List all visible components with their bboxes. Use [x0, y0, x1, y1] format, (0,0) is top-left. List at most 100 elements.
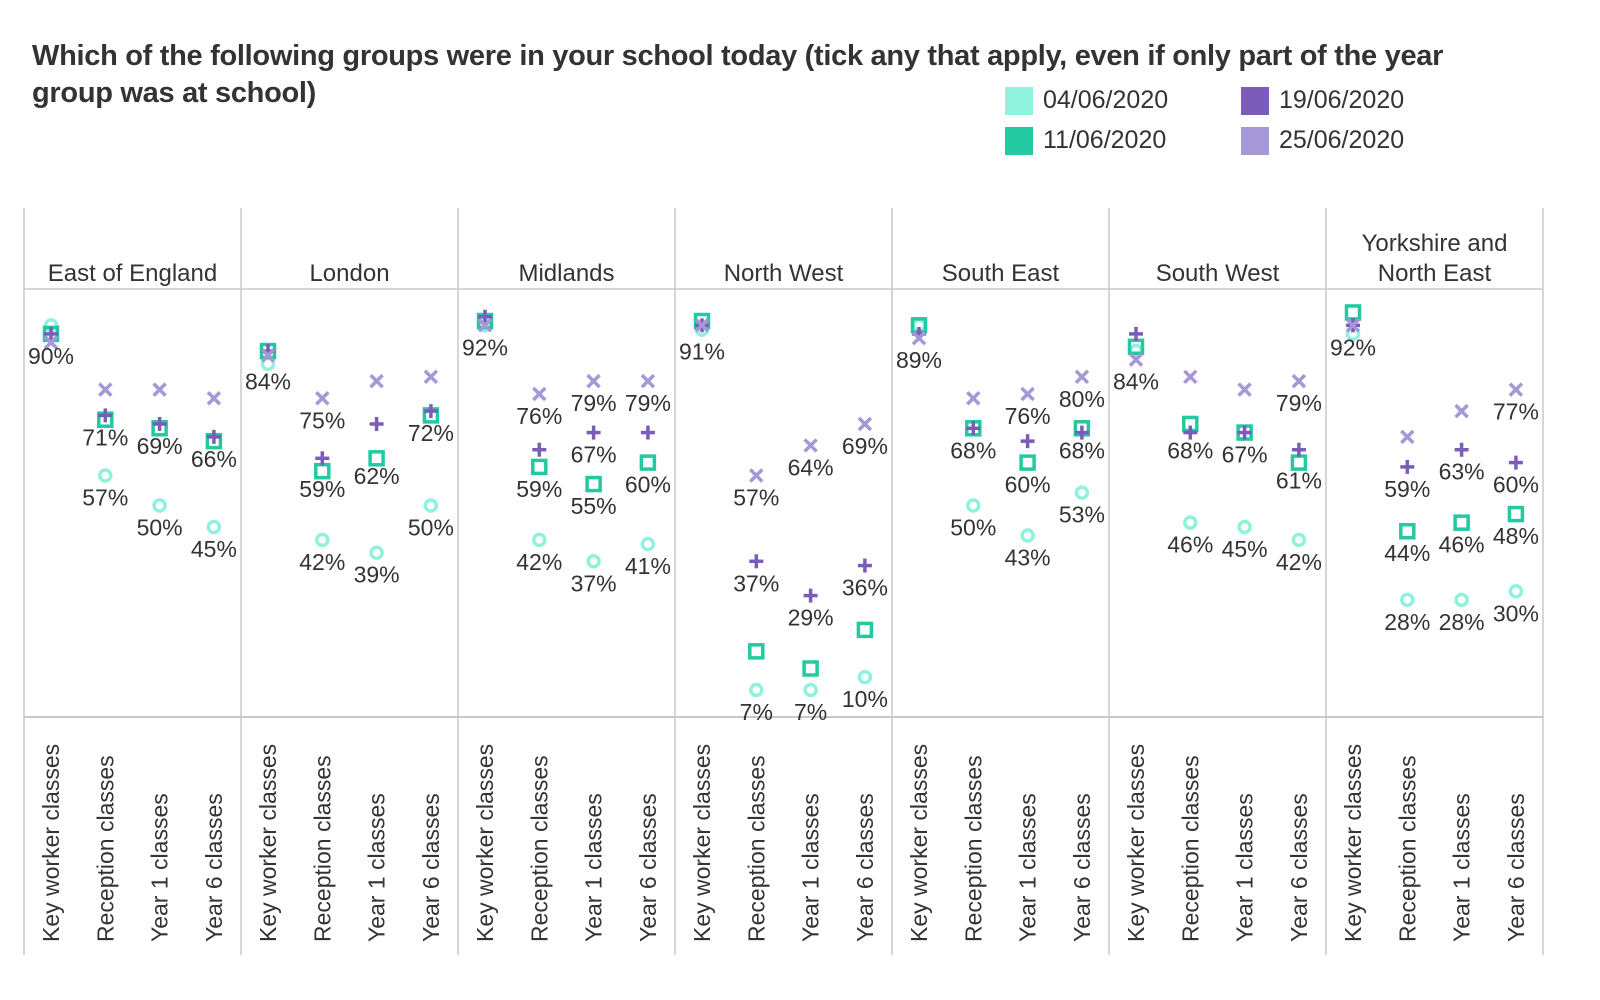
category-label: Year 6 classes [1069, 793, 1095, 942]
legend-label: 04/06/2020 [1043, 86, 1169, 114]
category-label: Year 6 classes [1503, 793, 1529, 942]
marker-cross-b [369, 373, 384, 389]
data-label: 84% [1113, 369, 1159, 395]
data-label: 37% [733, 570, 779, 596]
legend-item-25-06[interactable]: 25/06/2020 [1241, 126, 1404, 155]
marker-square [1453, 514, 1470, 531]
data-label: 84% [245, 369, 291, 395]
category-label: Key worker classes [1123, 744, 1149, 942]
data-label: 50% [950, 515, 996, 541]
legend-item-11-06[interactable]: 11/06/2020 [1005, 126, 1166, 155]
category-label: Year 1 classes [364, 793, 390, 942]
category-label: Year 6 classes [201, 793, 227, 942]
marker-circle [1074, 485, 1090, 500]
data-label: 53% [1059, 502, 1105, 528]
panel-title: North East [1378, 260, 1492, 287]
data-label: 57% [82, 484, 128, 510]
marker-circle [98, 468, 113, 483]
marker-cross-b [98, 382, 113, 397]
marker-cross-b [532, 386, 547, 402]
marker-square [1019, 454, 1036, 471]
marker-cross-b [1345, 318, 1361, 333]
marker-cross-b [152, 382, 167, 397]
panel-title: South East [942, 260, 1060, 287]
marker-circle [1508, 584, 1524, 599]
data-label: 67% [1222, 442, 1268, 468]
data-label: 92% [462, 334, 508, 360]
category-label: Year 6 classes [1286, 793, 1312, 942]
data-label: 79% [1276, 390, 1322, 416]
data-label: 91% [679, 339, 725, 365]
category-label: Key worker classes [1340, 744, 1366, 942]
data-label: 90% [28, 343, 74, 369]
data-label: 77% [1493, 399, 1539, 425]
legend-label: 11/06/2020 [1043, 126, 1167, 154]
marker-square [585, 475, 602, 493]
marker-square [368, 450, 385, 467]
data-label: 89% [896, 347, 942, 373]
data-label: 76% [516, 403, 562, 429]
marker-circle [966, 498, 981, 513]
category-label: Year 1 classes [147, 793, 173, 942]
marker-circle [1400, 592, 1415, 608]
legend-item-19-06[interactable]: 19/06/2020 [1241, 86, 1404, 115]
marker-cross-b [1237, 382, 1252, 397]
category-label: Year 6 classes [635, 793, 661, 942]
legend-item-04-06[interactable]: 04/06/2020 [1005, 86, 1168, 115]
data-label: 68% [1167, 437, 1213, 463]
legend-swatch [1005, 126, 1033, 155]
panel-title: North West [724, 260, 844, 287]
data-label: 37% [571, 570, 617, 596]
marker-square [748, 643, 765, 660]
marker-square [1399, 522, 1416, 540]
category-label: Year 1 classes [798, 793, 824, 942]
data-label: 64% [788, 454, 834, 480]
data-label: 57% [733, 484, 779, 510]
panel-title: Midlands [518, 260, 614, 287]
data-label: 71% [82, 424, 128, 450]
data-label: 50% [408, 515, 454, 541]
chart-title: Which of the following groups were in yo… [32, 40, 1444, 109]
marker-cross-b [43, 335, 59, 350]
data-label: 72% [408, 420, 454, 446]
legend-label: 25/06/2020 [1279, 126, 1405, 154]
data-label: 28% [1439, 609, 1485, 635]
data-label: 10% [842, 686, 888, 712]
marker-cross-b [1128, 352, 1144, 367]
data-label: 46% [1439, 532, 1485, 558]
data-label: 60% [1005, 472, 1051, 498]
data-label: 36% [842, 575, 888, 601]
data-label: 63% [1439, 459, 1485, 485]
legend-swatch [1241, 126, 1269, 155]
marker-circle [640, 536, 656, 552]
data-label: 69% [137, 433, 183, 459]
category-label: Year 1 classes [1232, 793, 1258, 942]
marker-circle [1183, 515, 1198, 530]
marker-circle [423, 498, 439, 513]
data-label: 28% [1384, 609, 1430, 635]
category-label: Reception classes [1394, 755, 1420, 942]
data-label: 59% [299, 476, 345, 502]
data-label: 59% [1384, 476, 1430, 502]
data-label: 29% [788, 605, 834, 631]
category-label: Year 6 classes [418, 793, 444, 942]
data-label: 68% [950, 437, 996, 463]
marker-circle [206, 519, 222, 535]
marker-cross-b [1291, 373, 1307, 389]
data-label: 75% [299, 407, 345, 433]
data-label: 59% [516, 476, 562, 502]
data-label: 42% [299, 549, 345, 575]
data-label: 55% [571, 493, 617, 519]
data-label: 7% [740, 699, 773, 725]
data-label: 46% [1167, 532, 1213, 558]
category-label: Reception classes [1177, 755, 1203, 942]
category-label: Key worker classes [38, 744, 64, 942]
marker-circle [803, 682, 818, 698]
marker-cross-b [423, 369, 439, 385]
data-label: 76% [1005, 403, 1051, 429]
marker-circle [1237, 519, 1252, 535]
data-label: 45% [191, 536, 237, 562]
panel-title: South West [1156, 260, 1280, 287]
marker-square [639, 454, 657, 471]
